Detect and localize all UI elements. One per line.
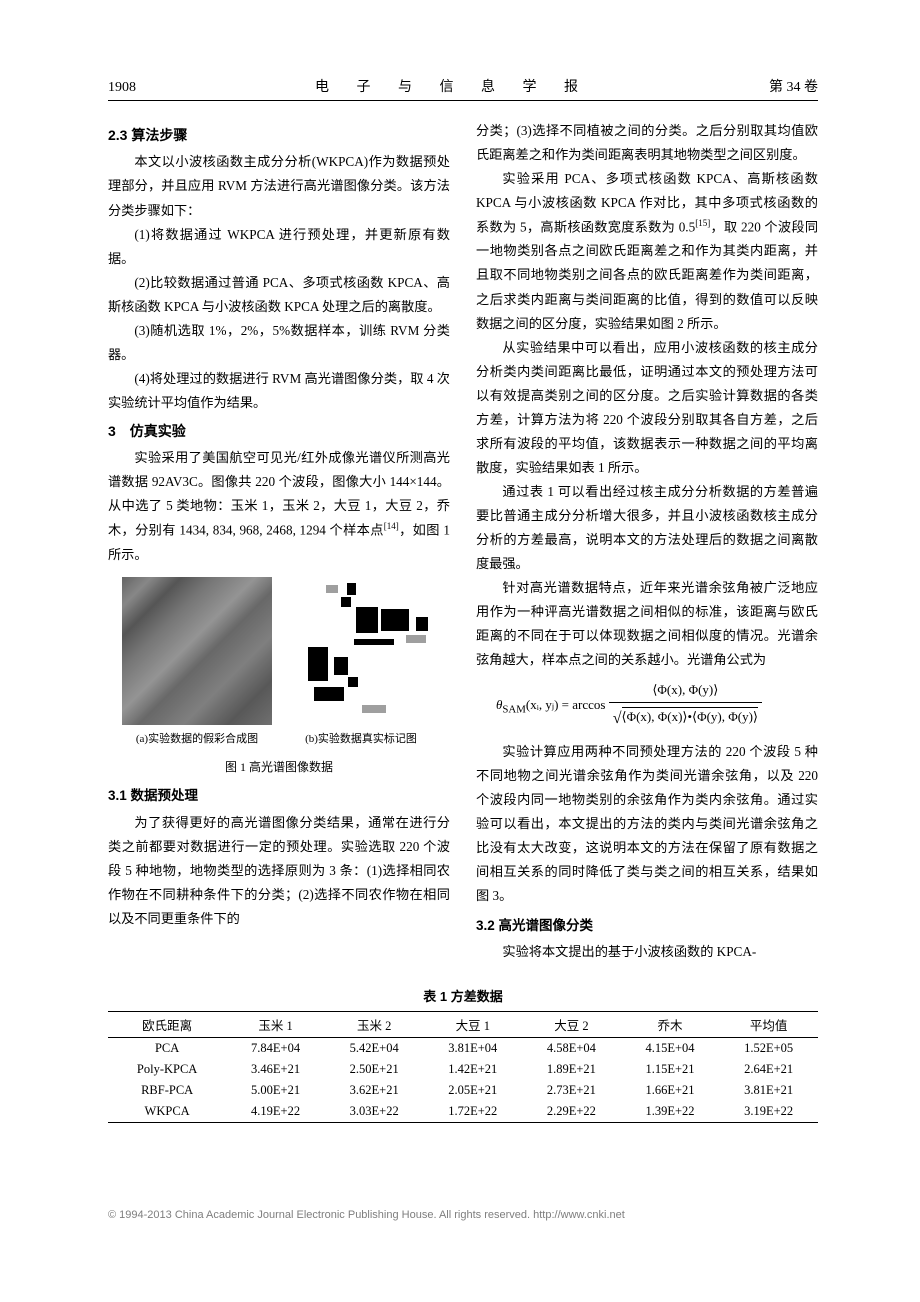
table-cell: 4.15E+04 xyxy=(621,1038,720,1060)
para: 通过表 1 可以看出经过核主成分分析数据的方差普遍要比普通主成分分析增大很多，并… xyxy=(476,480,818,576)
para: (3)随机选取 1%，2%，5%数据样本，训练 RVM 分类器。 xyxy=(108,319,450,367)
table-header-cell: 大豆 1 xyxy=(423,1012,522,1038)
table-cell: 3.81E+21 xyxy=(719,1080,818,1101)
citation-ref: [15] xyxy=(695,218,710,228)
figure-1a-image xyxy=(122,577,272,725)
table-header-cell: 玉米 1 xyxy=(226,1012,325,1038)
table-cell: 7.84E+04 xyxy=(226,1038,325,1060)
table-cell: 4.58E+04 xyxy=(522,1038,621,1060)
table-cell: 1.39E+22 xyxy=(621,1101,720,1123)
table-cell: 3.03E+22 xyxy=(325,1101,424,1123)
table-row: PCA7.84E+045.42E+043.81E+044.58E+044.15E… xyxy=(108,1038,818,1060)
table-cell: 3.46E+21 xyxy=(226,1059,325,1080)
para: (2)比较数据通过普通 PCA、多项式核函数 KPCA、高斯核函数 KPCA 与… xyxy=(108,271,450,319)
page-footer: © 1994-2013 China Academic Journal Elect… xyxy=(108,1209,818,1221)
table-cell: 1.72E+22 xyxy=(423,1101,522,1123)
para: (1)将数据通过 WKPCA 进行预处理，并更新原有数据。 xyxy=(108,223,450,271)
formula-denominator: ⟨Φ(x), Φ(x)⟩•⟨Φ(y), Φ(y)⟩ xyxy=(622,707,758,724)
table-row: Poly-KPCA3.46E+212.50E+211.42E+211.89E+2… xyxy=(108,1059,818,1080)
section-3-1-title: 3.1 数据预处理 xyxy=(108,784,450,809)
figure-1: (a)实验数据的假彩合成图 (b)实验数据真实标记图 图 1 高光谱图像数据 xyxy=(108,577,450,779)
para: 实验采用了美国航空可见光/红外成像光谱仪所测高光谱数据 92AV3C。图像共 2… xyxy=(108,446,450,566)
para: 实验将本文提出的基于小波核函数的 KPCA- xyxy=(476,940,818,964)
figure-1b-caption: (b)实验数据真实标记图 xyxy=(305,729,417,749)
table-cell: 3.62E+21 xyxy=(325,1080,424,1101)
figure-1b: (b)实验数据真实标记图 xyxy=(286,577,436,749)
table-header-cell: 玉米 2 xyxy=(325,1012,424,1038)
text: ，取 220 个波段同一地物类别各点之间欧氏距离差之和作为其类内距离，并且取不同… xyxy=(476,219,818,330)
citation-ref: [14] xyxy=(384,521,399,531)
table-cell: 3.81E+04 xyxy=(423,1038,522,1060)
volume-label: 第 34 卷 xyxy=(769,76,818,96)
formula-numerator: ⟨Φ(x), Φ(y)⟩ xyxy=(609,678,762,704)
section-2-3-title: 2.3 算法步骤 xyxy=(108,123,450,148)
table-row: WKPCA4.19E+223.03E+221.72E+222.29E+221.3… xyxy=(108,1101,818,1123)
para: 实验采用 PCA、多项式核函数 KPCA、高斯核函数 KPCA 与小波核函数 K… xyxy=(476,167,818,336)
section-3-2-title: 3.2 高光谱图像分类 xyxy=(476,914,818,939)
figure-1a-caption: (a)实验数据的假彩合成图 xyxy=(136,729,258,749)
table-1-title: 表 1 方差数据 xyxy=(108,986,818,1005)
table-1-data: 欧氏距离玉米 1玉米 2大豆 1大豆 2乔木平均值 PCA7.84E+045.4… xyxy=(108,1011,818,1123)
table-header-cell: 乔木 xyxy=(621,1012,720,1038)
figure-1a: (a)实验数据的假彩合成图 xyxy=(122,577,272,749)
para: (4)将处理过的数据进行 RVM 高光谱图像分类，取 4 次实验统计平均值作为结… xyxy=(108,367,450,415)
theta-sub: SAM xyxy=(502,703,525,715)
section-3-title: 3 仿真实验 xyxy=(108,419,450,444)
table-cell: 2.50E+21 xyxy=(325,1059,424,1080)
table-cell: 2.64E+21 xyxy=(719,1059,818,1080)
figure-1-title: 图 1 高光谱图像数据 xyxy=(108,757,450,779)
right-column: 分类；(3)选择不同植被之间的分类。之后分别取其均值欧氏距离差之和作为类间距离表… xyxy=(476,119,818,964)
para: 为了获得更好的高光谱图像分类结果，通常在进行分类之前都要对数据进行一定的预处理。… xyxy=(108,811,450,931)
table-cell: RBF-PCA xyxy=(108,1080,226,1101)
table-cell: 5.00E+21 xyxy=(226,1080,325,1101)
table-header-cell: 平均值 xyxy=(719,1012,818,1038)
para: 针对高光谱数据特点，近年来光谱余弦角被广泛地应用作为一种评高光谱数据之间相似的标… xyxy=(476,576,818,672)
table-cell: 3.19E+22 xyxy=(719,1101,818,1123)
table-cell: 1.42E+21 xyxy=(423,1059,522,1080)
table-1: 表 1 方差数据 欧氏距离玉米 1玉米 2大豆 1大豆 2乔木平均值 PCA7.… xyxy=(108,986,818,1123)
table-cell: 2.05E+21 xyxy=(423,1080,522,1101)
table-cell: PCA xyxy=(108,1038,226,1060)
table-cell: Poly-KPCA xyxy=(108,1059,226,1080)
table-cell: WKPCA xyxy=(108,1101,226,1123)
sam-formula: θSAM(xᵢ, yⱼ) = arccos ⟨Φ(x), Φ(y)⟩ √⟨Φ(x… xyxy=(496,678,818,734)
table-cell: 1.66E+21 xyxy=(621,1080,720,1101)
table-cell: 1.15E+21 xyxy=(621,1059,720,1080)
table-cell: 1.89E+21 xyxy=(522,1059,621,1080)
para: 分类；(3)选择不同植被之间的分类。之后分别取其均值欧氏距离差之和作为类间距离表… xyxy=(476,119,818,167)
table-header-cell: 大豆 2 xyxy=(522,1012,621,1038)
page-number: 1908 xyxy=(108,80,136,96)
left-column: 2.3 算法步骤 本文以小波核函数主成分分析(WKPCA)作为数据预处理部分，并… xyxy=(108,119,450,964)
table-cell: 2.29E+22 xyxy=(522,1101,621,1123)
formula-args: (xᵢ, yⱼ) = arccos xyxy=(526,697,606,712)
journal-title: 电 子 与 信 息 学 报 xyxy=(315,76,590,96)
table-cell: 2.73E+21 xyxy=(522,1080,621,1101)
para: 实验计算应用两种不同预处理方法的 220 个波段 5 种不同地物之间光谱余弦角作… xyxy=(476,740,818,908)
para: 从实验结果中可以看出，应用小波核函数的核主成分分析类内类间距离比最低，证明通过本… xyxy=(476,336,818,480)
para: 本文以小波核函数主成分分析(WKPCA)作为数据预处理部分，并且应用 RVM 方… xyxy=(108,150,450,222)
table-header-cell: 欧氏距离 xyxy=(108,1012,226,1038)
table-cell: 1.52E+05 xyxy=(719,1038,818,1060)
table-cell: 5.42E+04 xyxy=(325,1038,424,1060)
page-header: 1908 电 子 与 信 息 学 报 第 34 卷 xyxy=(108,76,818,101)
table-cell: 4.19E+22 xyxy=(226,1101,325,1123)
figure-1b-image xyxy=(286,577,436,725)
table-row: RBF-PCA5.00E+213.62E+212.05E+212.73E+211… xyxy=(108,1080,818,1101)
